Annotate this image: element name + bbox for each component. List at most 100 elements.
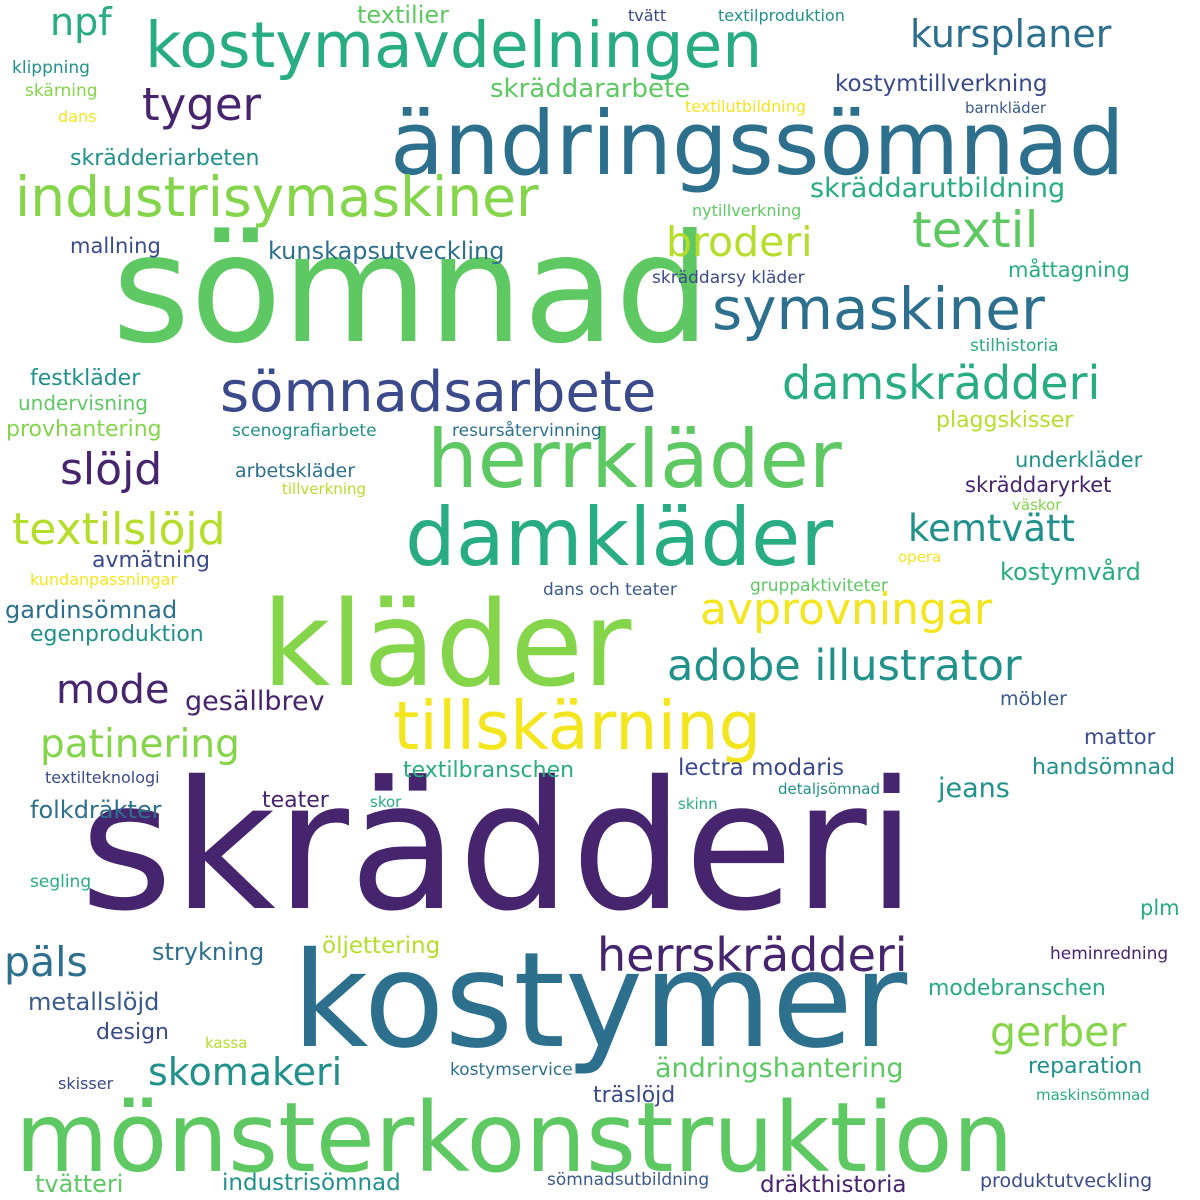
word: adobe illustrator bbox=[667, 641, 1022, 691]
word: npf bbox=[50, 0, 112, 44]
word: gesällbrev bbox=[185, 686, 325, 717]
word: tvätteri bbox=[35, 1170, 124, 1198]
word: kostymtillverkning bbox=[835, 71, 1048, 97]
word: sömnadsutbildning bbox=[547, 1170, 710, 1190]
word: skräddarutbildning bbox=[810, 173, 1066, 204]
word: dans bbox=[58, 107, 97, 126]
word: undervisning bbox=[18, 391, 148, 415]
word: kundanpassningar bbox=[30, 570, 178, 589]
word: maskinsömnad bbox=[1036, 1086, 1150, 1104]
word: arbetskläder bbox=[235, 460, 356, 482]
word: mattor bbox=[1084, 725, 1156, 749]
word: herrskrädderi bbox=[597, 928, 908, 982]
word: detaljsömnad bbox=[778, 780, 880, 798]
word: skrädderi bbox=[80, 743, 917, 950]
word: tillverkning bbox=[282, 480, 367, 498]
word: träslöjd bbox=[593, 1083, 676, 1108]
word: tvätt bbox=[628, 6, 667, 25]
word: textilslöjd bbox=[12, 504, 226, 555]
word: patinering bbox=[40, 722, 240, 767]
word: kemtvätt bbox=[908, 507, 1076, 550]
word: provhantering bbox=[6, 417, 162, 442]
word: sömnad bbox=[112, 203, 711, 377]
word: segling bbox=[30, 872, 92, 892]
word: tyger bbox=[142, 78, 262, 131]
word: ändringssömnad bbox=[390, 92, 1125, 195]
word: kostymservice bbox=[450, 1060, 573, 1080]
word: textilbranschen bbox=[403, 758, 575, 783]
word: industrisömnad bbox=[222, 1170, 401, 1196]
word: damskrädderi bbox=[782, 356, 1101, 410]
word: gerber bbox=[990, 1008, 1127, 1056]
word: väskor bbox=[1012, 496, 1062, 514]
word: egenproduktion bbox=[30, 622, 204, 647]
word: modebranschen bbox=[928, 976, 1106, 1001]
word: plm bbox=[1140, 896, 1180, 920]
word: slöjd bbox=[60, 444, 163, 495]
word: jeans bbox=[938, 773, 1010, 804]
word: strykning bbox=[152, 938, 265, 966]
word: måttagning bbox=[1008, 258, 1130, 282]
word: textil bbox=[912, 201, 1039, 259]
word: kostymvård bbox=[1000, 558, 1141, 586]
word: öljettering bbox=[322, 933, 441, 959]
word: skräddaryrket bbox=[965, 473, 1112, 497]
word: textilutbildning bbox=[685, 97, 806, 116]
word: skisser bbox=[58, 1074, 114, 1093]
word: textilteknologi bbox=[45, 768, 160, 787]
word: broderi bbox=[666, 218, 813, 266]
word: mode bbox=[56, 667, 170, 713]
word: kursplaner bbox=[910, 12, 1112, 56]
word: gruppaktiviteter bbox=[750, 576, 888, 596]
word: design bbox=[96, 1020, 169, 1045]
word: underkläder bbox=[1015, 448, 1143, 472]
word: tillskärning bbox=[393, 687, 762, 765]
word: textilier bbox=[357, 1, 450, 29]
word: klippning bbox=[12, 58, 90, 78]
word: produktutveckling bbox=[980, 1170, 1153, 1192]
word: textilproduktion bbox=[718, 6, 845, 25]
word: gardinsömnad bbox=[5, 596, 178, 624]
word: kläder bbox=[262, 575, 632, 713]
word: barnkläder bbox=[965, 99, 1047, 117]
word: nytillverkning bbox=[692, 201, 802, 220]
word: mallning bbox=[70, 234, 161, 258]
word: stilhistoria bbox=[970, 336, 1059, 356]
word: plaggskisser bbox=[936, 408, 1074, 433]
word: skomakeri bbox=[148, 1050, 343, 1094]
word: kunskapsutveckling bbox=[268, 237, 505, 265]
word: kostymer bbox=[292, 924, 908, 1078]
word: skinn bbox=[678, 795, 718, 813]
word: avmätning bbox=[92, 548, 211, 573]
word: folkdräkter bbox=[30, 796, 162, 824]
word: kassa bbox=[205, 1034, 248, 1052]
word: skräddararbete bbox=[490, 74, 691, 104]
word: skärning bbox=[25, 81, 98, 101]
word: handsömnad bbox=[1032, 755, 1176, 780]
word: damkläder bbox=[405, 491, 834, 584]
word: reparation bbox=[1028, 1054, 1143, 1079]
word: opera bbox=[898, 548, 942, 566]
word: skor bbox=[370, 793, 402, 811]
word: lectra modaris bbox=[678, 755, 845, 781]
word: festkläder bbox=[30, 366, 141, 391]
word: skrädderiarbeten bbox=[70, 146, 260, 171]
word: heminredning bbox=[1050, 944, 1169, 964]
word: skräddarsy kläder bbox=[652, 268, 805, 288]
word: dans och teater bbox=[543, 580, 677, 600]
word: mönsterkonstruktion bbox=[15, 1082, 1014, 1194]
word: möbler bbox=[1000, 688, 1067, 710]
word: herrkläder bbox=[427, 413, 842, 506]
word: dräkthistoria bbox=[760, 1172, 907, 1198]
word: resursåtervinning bbox=[452, 421, 602, 441]
word: päls bbox=[4, 938, 88, 986]
word: symaskiner bbox=[712, 275, 1045, 343]
word: teater bbox=[262, 788, 329, 813]
word: industrisymaskiner bbox=[15, 165, 539, 229]
word: sömnadsarbete bbox=[220, 360, 657, 425]
word: metallslöjd bbox=[28, 988, 160, 1016]
word: ändringshantering bbox=[655, 1053, 904, 1084]
word: kostymavdelningen bbox=[145, 9, 763, 82]
word: scenografiarbete bbox=[232, 421, 377, 441]
